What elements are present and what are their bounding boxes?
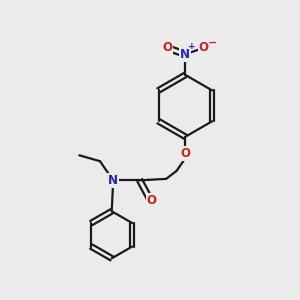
Text: N: N [180,48,190,61]
Text: O: O [162,41,172,54]
Text: −: − [208,38,218,47]
Text: +: + [188,42,196,51]
Text: O: O [199,41,208,54]
Text: O: O [180,147,190,160]
Text: O: O [146,194,157,207]
Text: N: N [108,174,118,187]
